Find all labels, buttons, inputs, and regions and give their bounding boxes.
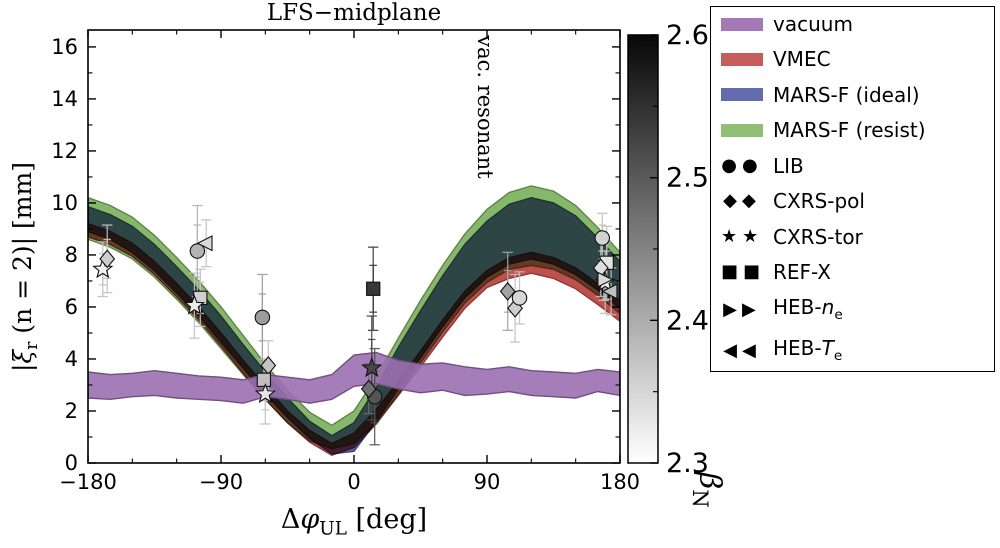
legend: vacuum VMEC MARS-F (ideal) MARS-F (resist) ●… — [710, 6, 995, 372]
legend-label-heb-n: HEB-ne — [773, 295, 843, 324]
legend-label-heb-t: HEB-Te — [773, 336, 843, 365]
tri-left-marker-icon: ◀◀ — [723, 340, 761, 362]
points-layer — [92, 230, 618, 405]
legend-label-mars-f-ideal: MARS-F (ideal) — [773, 82, 920, 107]
data-point-tri-left — [601, 283, 618, 300]
tri-right-marker-icon: ▶▶ — [723, 299, 761, 321]
x-label-sub: UL — [319, 518, 347, 540]
legend-item-ref-x: ■■ REF-X — [721, 262, 984, 282]
x-tick-label: −90 — [199, 470, 243, 494]
legend-item-cxrs-tor: ★★ CXRS-tor — [721, 227, 984, 247]
data-point-star — [361, 356, 383, 378]
annotation-vac-resonant: vac. resonant — [473, 34, 497, 179]
square-marker-icon: ■■ — [721, 260, 766, 282]
data-point-diamond — [499, 281, 516, 301]
data-point-star — [92, 258, 114, 279]
y-tick-label: 0 — [65, 451, 78, 475]
star-marker-icon: ★★ — [721, 225, 764, 247]
band-vacuum — [88, 351, 620, 404]
colorbar-axis-label: βN — [688, 471, 727, 508]
x-tick-label: 90 — [474, 470, 501, 494]
data-point-star — [254, 382, 276, 404]
y-tick-label: 14 — [51, 87, 78, 111]
x-label-phi: φ — [300, 504, 320, 535]
data-point-circle — [594, 230, 611, 246]
y-tick-label: 10 — [51, 191, 78, 215]
y-tick-label: 6 — [65, 295, 78, 319]
data-point-square — [256, 372, 272, 387]
legend-label-lib: LIB — [773, 153, 804, 178]
legend-label-subscript: e — [833, 348, 843, 365]
data-point-square — [366, 281, 381, 296]
colorbar-tick-label: 2.5 — [666, 163, 709, 194]
legend-swatch-vmec — [721, 52, 763, 66]
colorbar-tick-label: 2.4 — [666, 305, 709, 336]
colorbar-tick-label: 2.3 — [666, 448, 709, 479]
diamond-marker-icon: ◆◆ — [723, 190, 761, 212]
legend-item-vmec: VMEC — [721, 49, 984, 69]
data-point-diamond — [360, 379, 377, 399]
y-label-sub: r — [22, 341, 42, 350]
legend-label-vmec: VMEC — [773, 47, 831, 72]
data-point-tri-right — [597, 271, 614, 288]
legend-label-subscript: e — [834, 307, 843, 324]
legend-label-italic: n — [821, 295, 835, 320]
y-tick-label: 12 — [51, 139, 78, 163]
legend-label-cxrs-tor: CXRS-tor — [773, 224, 863, 249]
legend-item-mars-f-ideal: MARS-F (ideal) — [721, 85, 984, 105]
data-point-diamond — [99, 249, 116, 269]
data-point-circle — [254, 309, 271, 326]
x-label-unit: [deg] — [346, 504, 428, 535]
y-label-rest: (n = 2)| [mm] — [8, 162, 37, 342]
y-axis-label: |ξr (n = 2)| [mm] — [8, 162, 42, 372]
y-tick-label: 16 — [51, 35, 78, 59]
plot-title: LFS−midplane — [266, 0, 442, 26]
y-tick-label: 2 — [65, 399, 78, 423]
y-label-xi: ξ — [8, 349, 37, 364]
data-point-circle — [511, 290, 528, 306]
x-label-delta: Δ — [280, 504, 301, 535]
circle-marker-icon: ●● — [721, 154, 763, 176]
colorbar-tick-label: 2.6 — [666, 20, 709, 51]
bands-layer — [88, 185, 620, 456]
data-point-circle — [189, 243, 206, 259]
legend-item-heb-t: ◀◀ HEB-Te — [721, 338, 984, 364]
legend-label-ref-x: REF-X — [773, 259, 831, 284]
y-label-bar: | — [8, 363, 37, 372]
legend-label-italic: T — [821, 336, 834, 361]
data-point-star — [183, 294, 205, 315]
data-point-tri-left — [196, 235, 213, 252]
legend-item-lib: ●● LIB — [721, 156, 984, 176]
x-tick-label: 180 — [600, 470, 640, 494]
y-tick-label: 8 — [65, 243, 78, 267]
x-tick-label: 0 — [347, 470, 360, 494]
legend-label-mars-f-resist: MARS-F (resist) — [773, 118, 926, 143]
legend-label-cxrs-pol: CXRS-pol — [773, 189, 865, 214]
legend-swatch-mars-f-ideal — [721, 88, 763, 102]
legend-item-cxrs-pol: ◆◆ CXRS-pol — [721, 191, 984, 211]
legend-label-vacuum: vacuum — [773, 12, 853, 36]
x-tick-label: −180 — [59, 470, 117, 494]
legend-swatch-vacuum — [721, 17, 763, 31]
x-axis-label: ΔφUL [deg] — [88, 504, 620, 539]
legend-swatch-mars-f-resist — [721, 123, 763, 137]
legend-item-heb-n: ▶▶ HEB-ne — [721, 297, 984, 323]
y-tick-label: 4 — [65, 347, 78, 371]
legend-item-vacuum: vacuum — [721, 14, 984, 34]
legend-item-mars-f-resist: MARS-F (resist) — [721, 120, 984, 140]
colorbar-label-subscript: N — [688, 489, 712, 507]
